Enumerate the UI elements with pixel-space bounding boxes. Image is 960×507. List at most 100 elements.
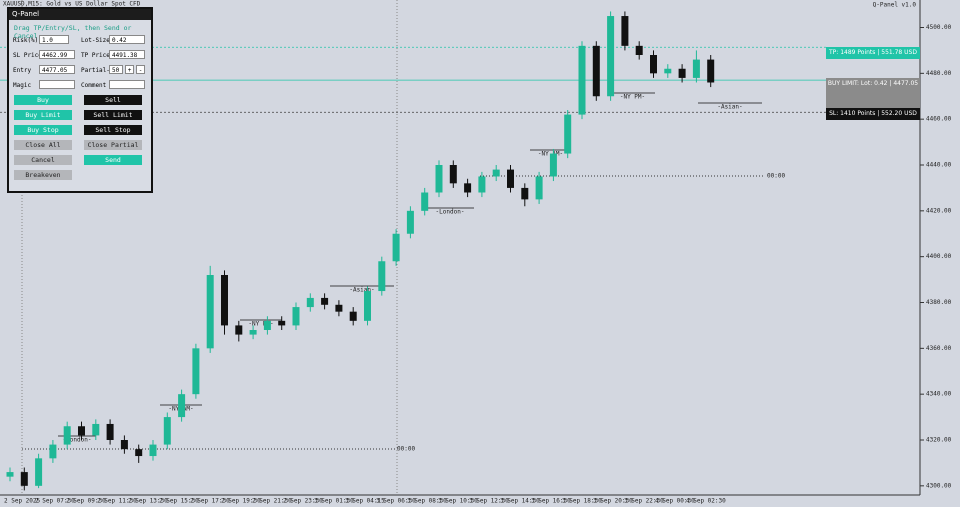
x-tick-label: 3 Sep 16:30 [531,498,571,505]
risk-input[interactable]: 1.0 [39,35,69,44]
candle-body [478,176,486,193]
x-tick-label: 2 Sep 21:30 [252,498,292,505]
y-tick-label: 4340.00 [926,391,952,398]
session-label: -London- [436,209,465,216]
candle-body [678,68,686,78]
candle-body [464,183,472,193]
candle-body [535,176,543,200]
session-label: -NY PM- [620,94,645,101]
x-tick-label: 3 Sep 04:15 [345,498,385,505]
midnight-label: 00:00 [397,446,415,453]
x-tick-label: 3 Sep 14:30 [500,498,540,505]
y-tick-label: 4500.00 [926,24,952,31]
y-tick-label: 4300.00 [926,482,952,489]
panel-button[interactable]: Sell Limit [84,110,142,120]
x-tick-label: 2 Sep 07:30 [35,498,75,505]
x-tick-label: 4 Sep 02:30 [686,498,726,505]
candle-body [292,307,300,326]
candle-body [592,45,600,97]
panel-button[interactable]: Sell [84,95,142,105]
candle-body [321,297,329,305]
y-tick-label: 4460.00 [926,116,952,123]
candle-body [521,187,529,200]
candle-body [92,423,100,436]
entry-input[interactable]: 4477.05 [39,65,75,74]
x-tick-label: 2 Sep 09:30 [66,498,106,505]
label: Partial-% [81,67,114,74]
panel-button[interactable]: Breakeven [14,170,72,180]
candle-body [564,114,572,154]
session-label: -London- [63,437,92,444]
candle-body [664,68,672,74]
window-title: XAUUSD,M15: Gold vs US Dollar Spot CFD [3,1,141,8]
panel-button[interactable]: Buy Limit [14,110,72,120]
partial-input[interactable]: 50 [109,65,123,74]
candle-body [449,165,457,184]
candle-body [20,472,28,486]
candle-body [492,169,500,177]
candle-body [335,304,343,312]
candle-body [378,261,386,292]
panel-button[interactable]: Buy [14,95,72,105]
panel-button[interactable]: Close Partial [84,140,142,150]
x-tick-label: 3 Sep 08:30 [407,498,447,505]
x-tick-label: 3 Sep 01:30 [314,498,354,505]
candle-body [35,458,43,486]
label: Lot-Size [81,37,110,44]
label: Comment [81,82,107,89]
candle-body [178,394,186,418]
x-tick-label: 3 Sep 12:30 [469,498,509,505]
panel-button[interactable]: Send [84,155,142,165]
candle-body [6,472,14,477]
panel-button[interactable]: Close All [14,140,72,150]
candle-body [635,45,643,55]
y-tick-label: 4360.00 [926,345,952,352]
sl-input[interactable]: 4462.99 [39,50,75,59]
label: Entry [13,67,32,74]
candle-body [435,165,443,193]
candle-body [707,59,715,83]
candle-body [206,275,214,349]
panel-button[interactable]: Sell Stop [84,125,142,135]
candle-body [78,426,85,436]
panel-button[interactable]: Cancel [14,155,72,165]
candle-body [507,169,514,188]
session-label: -Asian- [717,104,742,111]
tp-input[interactable]: 4491.38 [109,50,145,59]
sl-label: SL: 1410 Points | 552.20 USD [826,108,920,120]
x-tick-label: 4 Sep 00:30 [655,498,695,505]
badge: Q-Panel v1.0 [873,2,917,9]
comment-input[interactable] [109,80,145,89]
panel-button[interactable]: Buy Stop [14,125,72,135]
candle-body [692,59,700,78]
tp-label: TP: 1489 Points | 551.78 USD [826,47,920,59]
lot-input[interactable]: 0.42 [109,35,145,44]
x-tick-label: 2 Sep 19:30 [221,498,261,505]
candle-body [235,325,243,335]
panel-hint: Drag TP/Entry/SL, then Send or Cancel [14,24,132,40]
candle-body [249,330,257,335]
candle-body [364,291,371,321]
x-tick-label: 2 Sep 17:30 [190,498,230,505]
candle-body [578,45,586,115]
minus-button[interactable]: - [136,65,145,74]
x-tick-label: 2 Sep 23:30 [283,498,323,505]
y-tick-label: 4440.00 [926,162,952,169]
candle-body [149,444,157,457]
magic-input[interactable] [39,80,75,89]
y-tick-label: 4320.00 [926,437,952,444]
candle-body [278,320,286,326]
candle-body [421,192,429,211]
candle-body [192,348,200,395]
candle-body [63,426,71,445]
q-panel: Q-Panel Drag TP/Entry/SL, then Send or C… [7,7,153,193]
candle-body [49,444,57,459]
label: Magic [13,82,32,89]
plus-button[interactable]: + [125,65,134,74]
candle-body [392,233,400,262]
candle-body [549,153,557,177]
entry-label: BUY LIMIT: Lot: 0.42 | 4477.05 [826,78,920,110]
candle-body [650,55,657,74]
x-tick-label: 3 Sep 18:30 [562,498,602,505]
